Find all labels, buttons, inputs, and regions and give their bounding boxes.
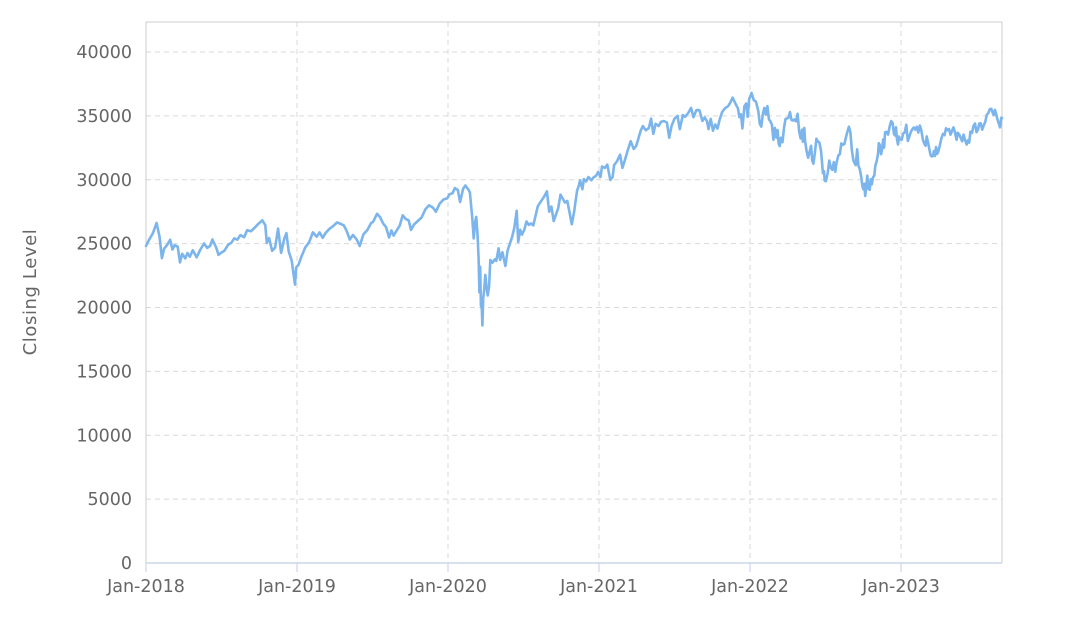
series-line[interactable] <box>144 91 1004 327</box>
axis-layer <box>145 21 1003 572</box>
y-tick-label: 10000 <box>76 426 132 446</box>
x-tick-label: Jan-2019 <box>257 577 336 597</box>
y-tick-label: 35000 <box>76 107 132 127</box>
y-tick-label: 15000 <box>76 362 132 382</box>
y-tick-label: 0 <box>121 554 132 574</box>
grid-layer <box>146 22 1002 563</box>
y-tick-label: 5000 <box>87 490 132 510</box>
series-layer <box>144 91 1004 327</box>
x-tick-label: Jan-2020 <box>408 577 487 597</box>
label-layer: 0 5000 10000 15000 20000 25000 30000 35000 40000… <box>76 43 940 597</box>
x-tick-label: Jan-2023 <box>861 577 940 597</box>
y-axis-title: Closing Level <box>20 229 41 356</box>
y-tick-label: 40000 <box>76 43 132 63</box>
x-tick-label: Jan-2021 <box>559 577 638 597</box>
y-tick-label: 30000 <box>76 171 132 191</box>
x-tick-label: Jan-2018 <box>106 577 185 597</box>
y-tick-label: 20000 <box>76 299 132 319</box>
x-tick-label: Jan-2022 <box>710 577 789 597</box>
y-tick-label: 25000 <box>76 235 132 255</box>
